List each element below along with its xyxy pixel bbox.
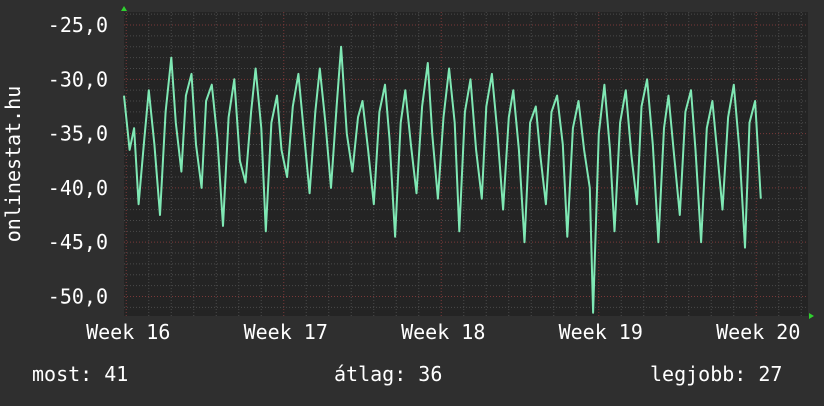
stat-best: legjobb: 27: [650, 362, 782, 386]
y-tick-label: -35,0: [48, 122, 108, 146]
x-tick-label: Week 20: [716, 320, 800, 344]
y-axis-label: onlinestat.hu: [1, 86, 25, 243]
y-tick-label: -25,0: [48, 13, 108, 37]
y-axis-ticks: -25,0 -30,0 -35,0 -40,0 -45,0 -50,0: [48, 13, 108, 308]
x-tick-label: Week 18: [401, 320, 485, 344]
x-axis-ticks: Week 16 Week 17 Week 18 Week 19 Week 20: [86, 320, 800, 344]
y-tick-label: -45,0: [48, 230, 108, 254]
x-tick-label: Week 17: [244, 320, 328, 344]
stat-best-value: 27: [758, 362, 783, 386]
y-axis-arrow: [121, 6, 127, 11]
plot-area: [124, 12, 808, 316]
series-line: [123, 45, 762, 314]
x-tick-label: Week 19: [559, 320, 643, 344]
y-tick-label: -40,0: [48, 176, 108, 200]
grid: [124, 12, 808, 316]
stat-average: átlag: 36: [334, 362, 442, 386]
stat-average-label: átlag:: [334, 362, 407, 386]
stat-current: most: 41: [32, 362, 128, 386]
stat-best-label: legjobb:: [650, 362, 747, 386]
x-tick-label: Week 16: [86, 320, 170, 344]
stat-average-value: 36: [418, 362, 443, 386]
x-axis-arrow: [809, 313, 814, 319]
stat-current-value: 41: [104, 362, 129, 386]
y-tick-label: -50,0: [48, 284, 108, 308]
y-tick-label: -30,0: [48, 67, 108, 91]
series-layer: [123, 45, 762, 314]
axis-arrows: [121, 6, 814, 319]
stat-current-label: most:: [32, 362, 93, 386]
